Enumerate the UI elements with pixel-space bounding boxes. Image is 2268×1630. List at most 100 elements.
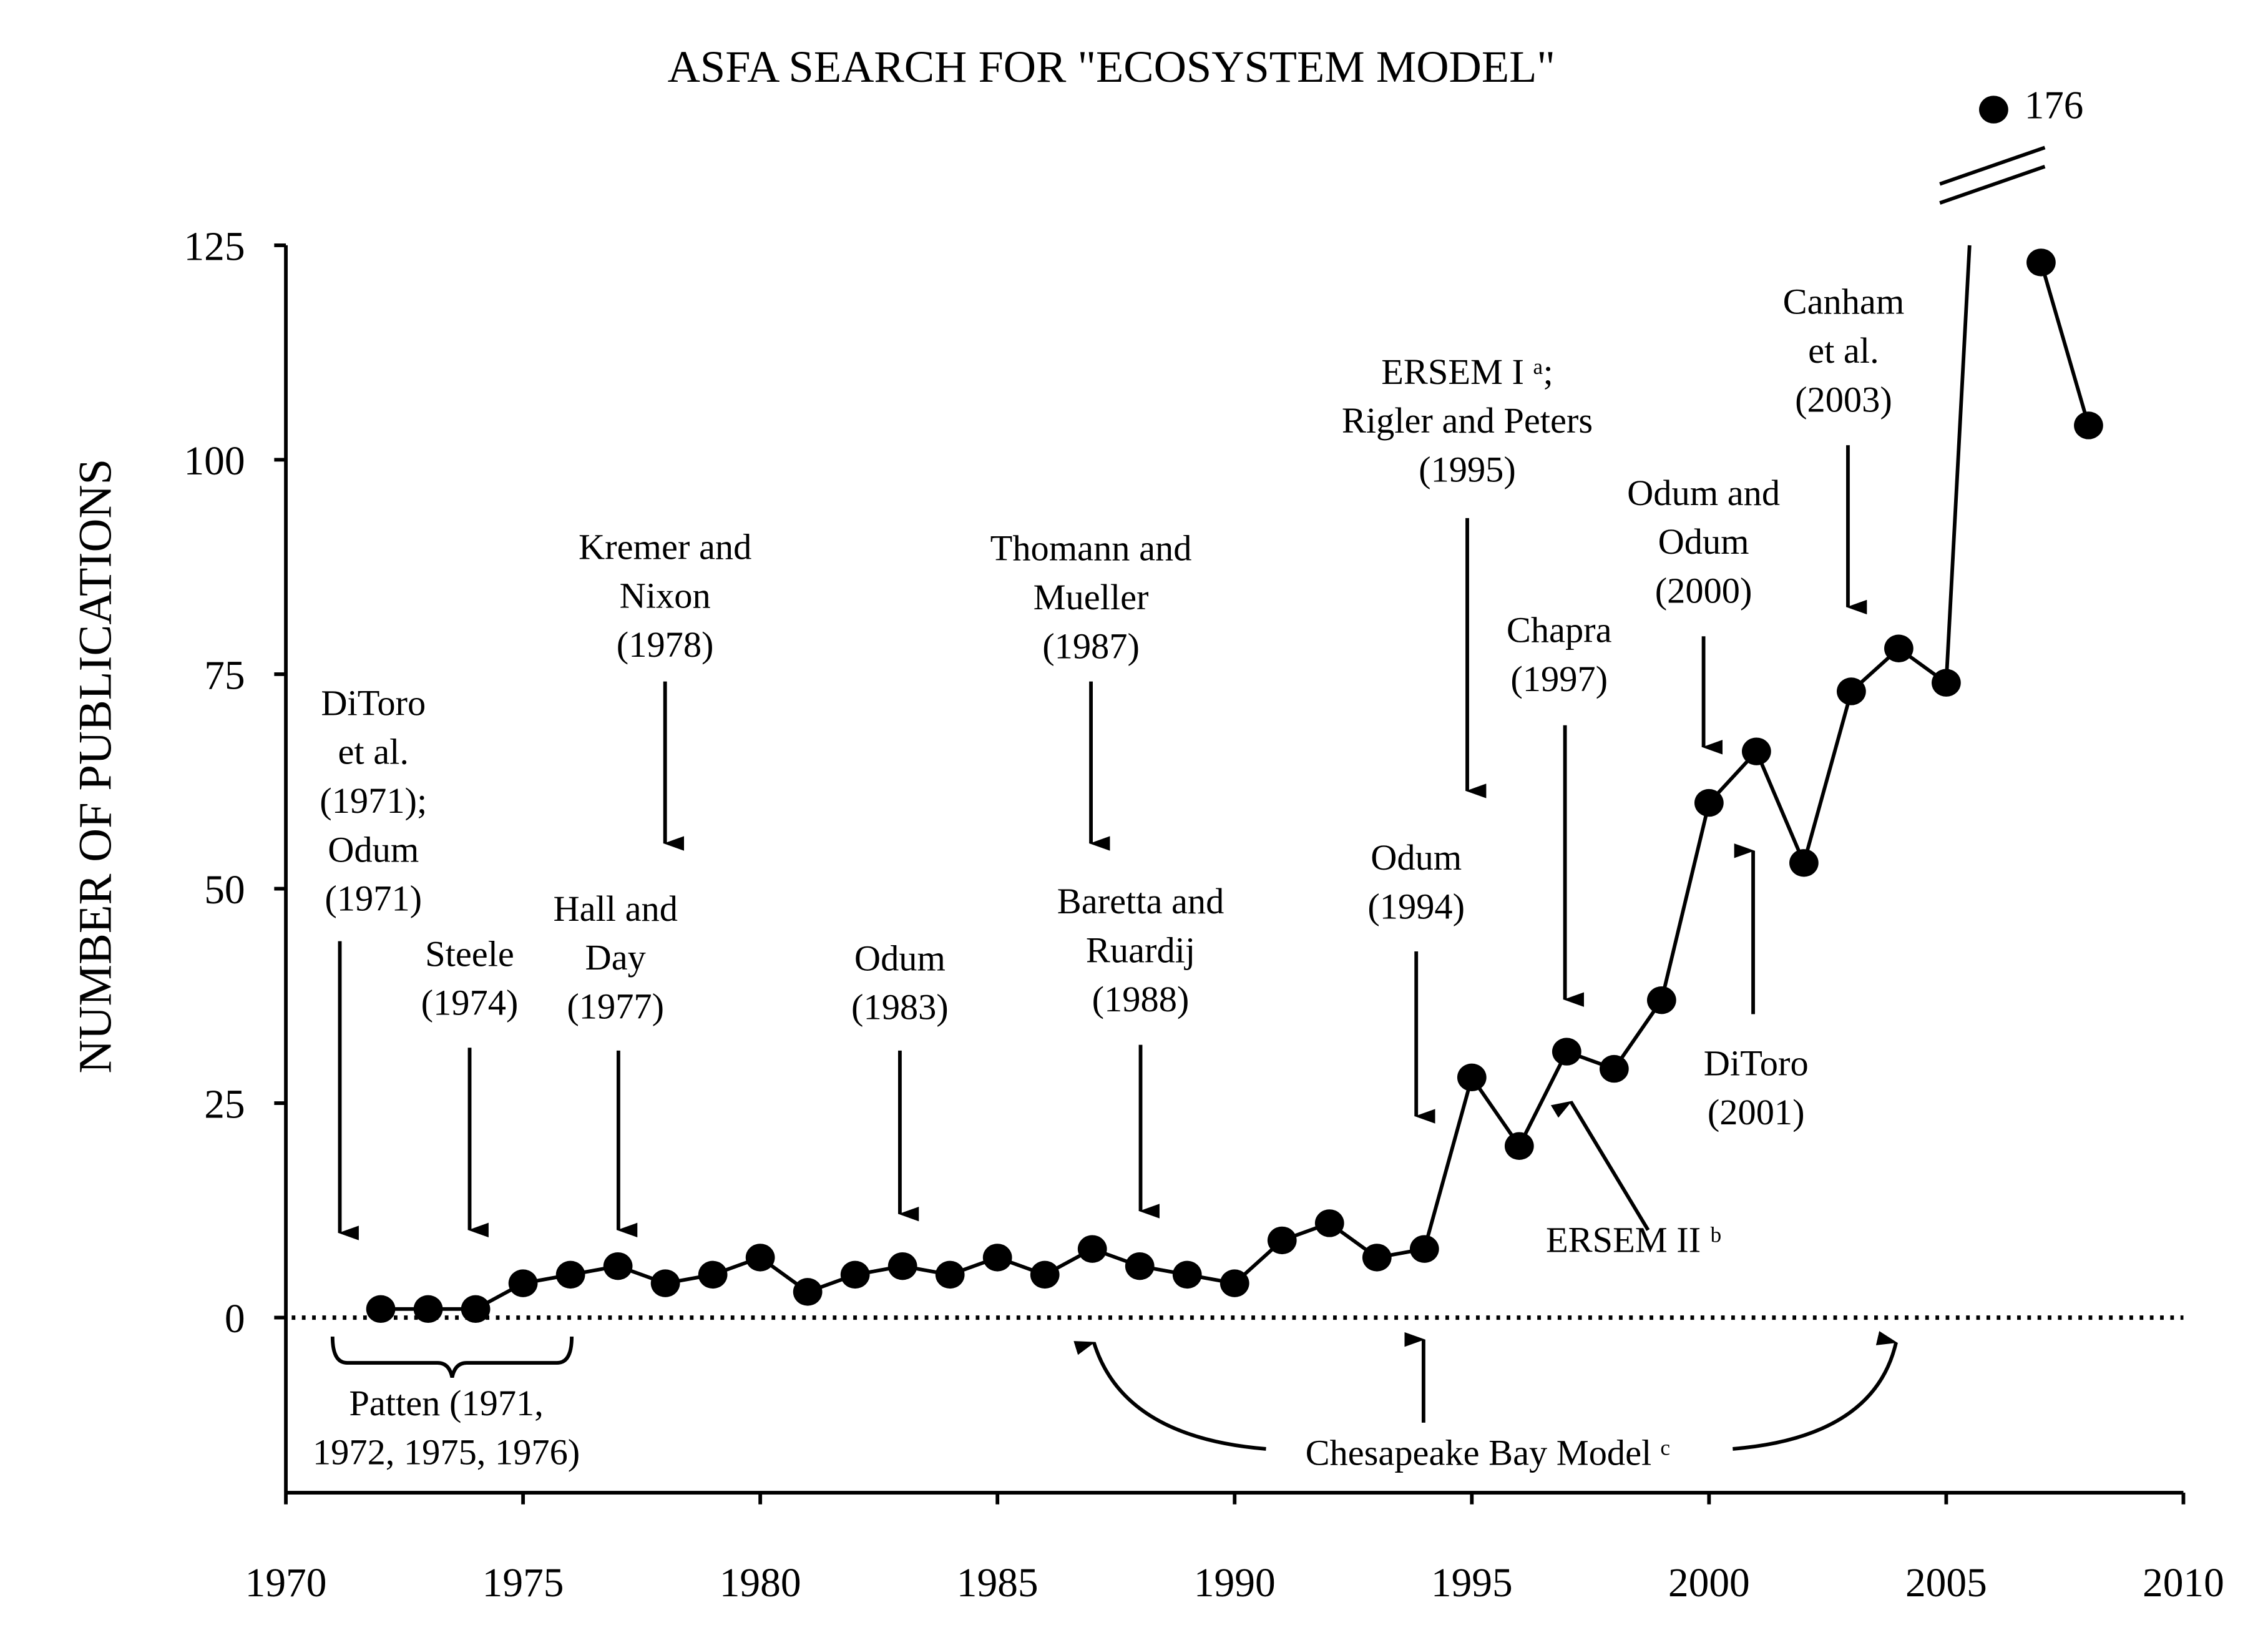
annotation-text: (1978) <box>617 624 714 665</box>
annotation-text: Day <box>585 937 646 978</box>
annotation-text: (1977) <box>567 986 664 1027</box>
annotation-text: Hall and <box>553 888 678 929</box>
data-point <box>698 1260 728 1289</box>
data-point <box>508 1269 538 1297</box>
data-point <box>1932 669 1961 697</box>
y-tick-label: 50 <box>204 868 245 913</box>
y-tick-label: 0 <box>225 1297 245 1342</box>
break-value-label: 176 <box>2025 84 2084 127</box>
annotation-text: Odum <box>1658 521 1749 562</box>
data-point <box>1694 788 1724 817</box>
data-point <box>1552 1038 1581 1066</box>
annotation-text: Nixon <box>620 576 711 616</box>
annotation-text: Odum <box>328 829 419 870</box>
annotation-text: (1995) <box>1419 449 1516 490</box>
data-point <box>1314 1209 1344 1237</box>
data-point <box>1125 1252 1155 1280</box>
data-point <box>1599 1054 1629 1083</box>
annotation-text: (1997) <box>1510 659 1608 699</box>
data-point <box>1030 1260 1060 1289</box>
data-point <box>1979 96 2008 124</box>
chart-title: ASFA SEARCH FOR "ECOSYSTEM MODEL" <box>668 41 1555 92</box>
data-point <box>1077 1235 1107 1263</box>
annotation-text: (1994) <box>1367 886 1465 926</box>
annotation-text: et al. <box>1808 330 1879 371</box>
series-line <box>1517 1051 1568 1147</box>
annotation-text: Baretta and <box>1057 881 1224 921</box>
series-line <box>1754 750 1806 864</box>
data-point <box>1504 1132 1534 1160</box>
y-tick-label: 100 <box>183 439 245 484</box>
annotation-text: (1988) <box>1092 979 1190 1019</box>
data-point <box>555 1260 585 1289</box>
x-tick-label: 1980 <box>720 1561 801 1606</box>
annotation-text: (1971) <box>325 878 422 919</box>
x-tick-label: 1985 <box>957 1561 1039 1606</box>
annotation-text: (1987) <box>1042 626 1140 666</box>
data-point <box>2074 411 2103 439</box>
x-tick-label: 2000 <box>1668 1561 1750 1606</box>
annotation-text: 1972, 1975, 1976) <box>313 1431 580 1472</box>
data-point <box>1741 737 1771 765</box>
data-point <box>887 1252 917 1280</box>
data-point <box>1267 1226 1297 1255</box>
data-point <box>1837 677 1866 705</box>
annotation-text: Mueller <box>1034 577 1149 617</box>
series-line <box>1422 1077 1474 1250</box>
annotation-text: Odum <box>854 938 946 978</box>
series-line <box>1659 802 1711 1001</box>
series-line <box>1802 690 1854 864</box>
data-point <box>413 1295 443 1323</box>
data-point <box>1646 986 1676 1014</box>
data-point <box>2026 248 2056 277</box>
annotation-text: Chapra <box>1507 610 1612 651</box>
data-point <box>650 1269 680 1297</box>
x-tick-label: 2005 <box>1905 1561 1987 1606</box>
annotation-text: (2001) <box>1708 1092 1805 1132</box>
y-tick-label: 125 <box>183 224 245 269</box>
annotation-text: Rigler and Peters <box>1342 400 1593 441</box>
series-line <box>2039 262 2091 426</box>
data-point <box>1409 1235 1439 1263</box>
data-point <box>461 1295 491 1323</box>
annotation-text: Steele <box>425 933 514 974</box>
y-tick-label: 25 <box>204 1082 245 1127</box>
series-line-to-break <box>1944 245 1972 683</box>
x-tick-label: 1975 <box>482 1561 564 1606</box>
annotation-text: Thomann and <box>990 528 1192 569</box>
annotation-text: (1983) <box>851 987 949 1028</box>
annotation-text: Odum <box>1371 837 1462 878</box>
annotation-text: Ruardij <box>1086 930 1195 971</box>
x-tick-label: 1990 <box>1194 1561 1276 1606</box>
data-point <box>745 1244 775 1272</box>
annotation-text: DiToro <box>321 682 426 723</box>
data-point <box>935 1260 965 1289</box>
annotation-text: (2000) <box>1655 570 1752 611</box>
data-point <box>1362 1244 1392 1272</box>
data-point <box>1220 1269 1249 1297</box>
x-tick-label: 2010 <box>2143 1561 2224 1606</box>
annotation-text: (2003) <box>1795 379 1892 420</box>
data-point <box>1172 1260 1202 1289</box>
annotation-text: (1974) <box>421 983 519 1023</box>
data-point <box>366 1295 396 1323</box>
annotation-text: Chesapeake Bay Model ᶜ <box>1306 1433 1670 1473</box>
data-point <box>982 1244 1012 1272</box>
data-point <box>793 1278 823 1306</box>
axis-break-mark <box>1939 145 2046 186</box>
annotation-text: DiToro <box>1704 1043 1809 1084</box>
annotation-text: Canham <box>1783 282 1905 322</box>
annotation-text: ERSEM II ᵇ <box>1546 1219 1721 1260</box>
x-tick-label: 1995 <box>1431 1561 1513 1606</box>
x-tick-label: 1970 <box>245 1561 327 1606</box>
chesapeake-arrow-2004 <box>1733 1331 1898 1451</box>
data-point <box>1884 634 1914 662</box>
chesapeake-arrow-1987 <box>1073 1341 1266 1451</box>
annotation-text: Patten (1971, <box>349 1383 543 1423</box>
data-point <box>1789 849 1819 877</box>
annotation-text: ERSEM I ᵃ; <box>1381 351 1553 392</box>
annotation-text: Odum and <box>1627 473 1780 513</box>
y-tick-label: 75 <box>204 653 245 698</box>
data-point <box>603 1252 633 1280</box>
y-axis-label: NUMBER OF PUBLICATIONS <box>70 459 122 1074</box>
